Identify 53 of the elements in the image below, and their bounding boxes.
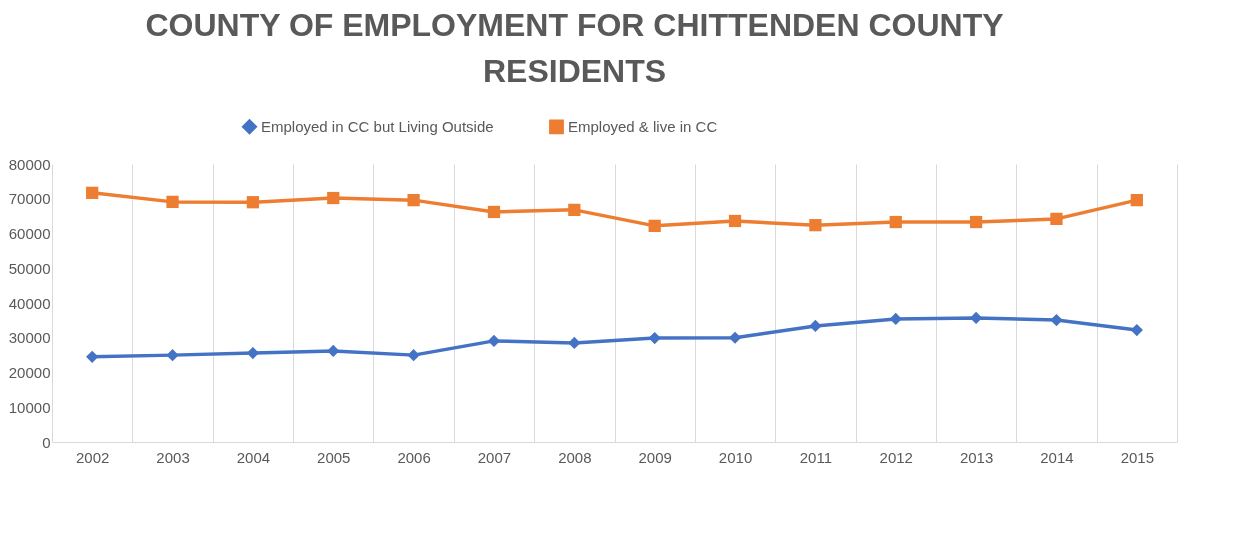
legend-label: Employed & live in CC bbox=[568, 117, 718, 135]
x-tick-label: 2015 bbox=[1120, 448, 1155, 466]
point bbox=[889, 312, 902, 326]
point bbox=[166, 349, 179, 362]
x-tick-label: 2005 bbox=[317, 448, 351, 466]
legend-label: Employed in CC but Living Outside bbox=[261, 117, 494, 135]
x-tick-label: 2004 bbox=[236, 448, 271, 466]
point bbox=[246, 196, 260, 209]
y-tick-label: 0 bbox=[42, 433, 51, 451]
point bbox=[648, 219, 661, 232]
x-tick-label: 2009 bbox=[638, 448, 672, 466]
point bbox=[1130, 194, 1143, 207]
y-tick-label: 80000 bbox=[8, 155, 51, 173]
y-tick-label: 30000 bbox=[8, 329, 51, 347]
point bbox=[407, 194, 420, 207]
point bbox=[1130, 323, 1143, 337]
point bbox=[969, 311, 983, 325]
y-tick-label: 50000 bbox=[8, 259, 51, 277]
point bbox=[969, 215, 983, 229]
point bbox=[889, 215, 902, 229]
point bbox=[809, 319, 822, 333]
point bbox=[728, 331, 742, 344]
point bbox=[86, 186, 99, 199]
point bbox=[407, 349, 420, 362]
point bbox=[1050, 313, 1063, 327]
x-tick-label: 2003 bbox=[156, 448, 190, 466]
point bbox=[568, 203, 581, 216]
x-tick-label: 2007 bbox=[477, 448, 512, 466]
point bbox=[327, 191, 340, 205]
y-tick-label: 20000 bbox=[8, 364, 51, 381]
point bbox=[648, 331, 661, 345]
x-tick-label: 2010 bbox=[718, 448, 753, 466]
point bbox=[246, 346, 260, 360]
point bbox=[568, 336, 581, 350]
y-tick-label: 40000 bbox=[8, 294, 51, 312]
y-tick-label: 10000 bbox=[8, 398, 51, 416]
point bbox=[487, 334, 501, 347]
x-tick-label: 2012 bbox=[879, 448, 913, 466]
x-tick-label: 2002 bbox=[75, 448, 110, 466]
point bbox=[327, 344, 340, 358]
point bbox=[1050, 212, 1063, 226]
x-tick-label: 2014 bbox=[1040, 448, 1074, 466]
x-tick-label: 2008 bbox=[558, 448, 592, 466]
x-tick-label: 2011 bbox=[799, 448, 833, 466]
y-tick-label: 60000 bbox=[8, 225, 51, 242]
x-tick-label: 2013 bbox=[959, 448, 994, 466]
point bbox=[728, 214, 742, 228]
y-tick-label: 70000 bbox=[8, 190, 51, 208]
chart-title: COUNTY OF EMPLOYMENT FOR CHITTENDEN COUNTY RESIDENTS bbox=[145, 7, 1004, 89]
point bbox=[487, 205, 501, 219]
x-tick-label: 2006 bbox=[397, 448, 431, 466]
point bbox=[166, 195, 179, 208]
point bbox=[809, 219, 822, 232]
